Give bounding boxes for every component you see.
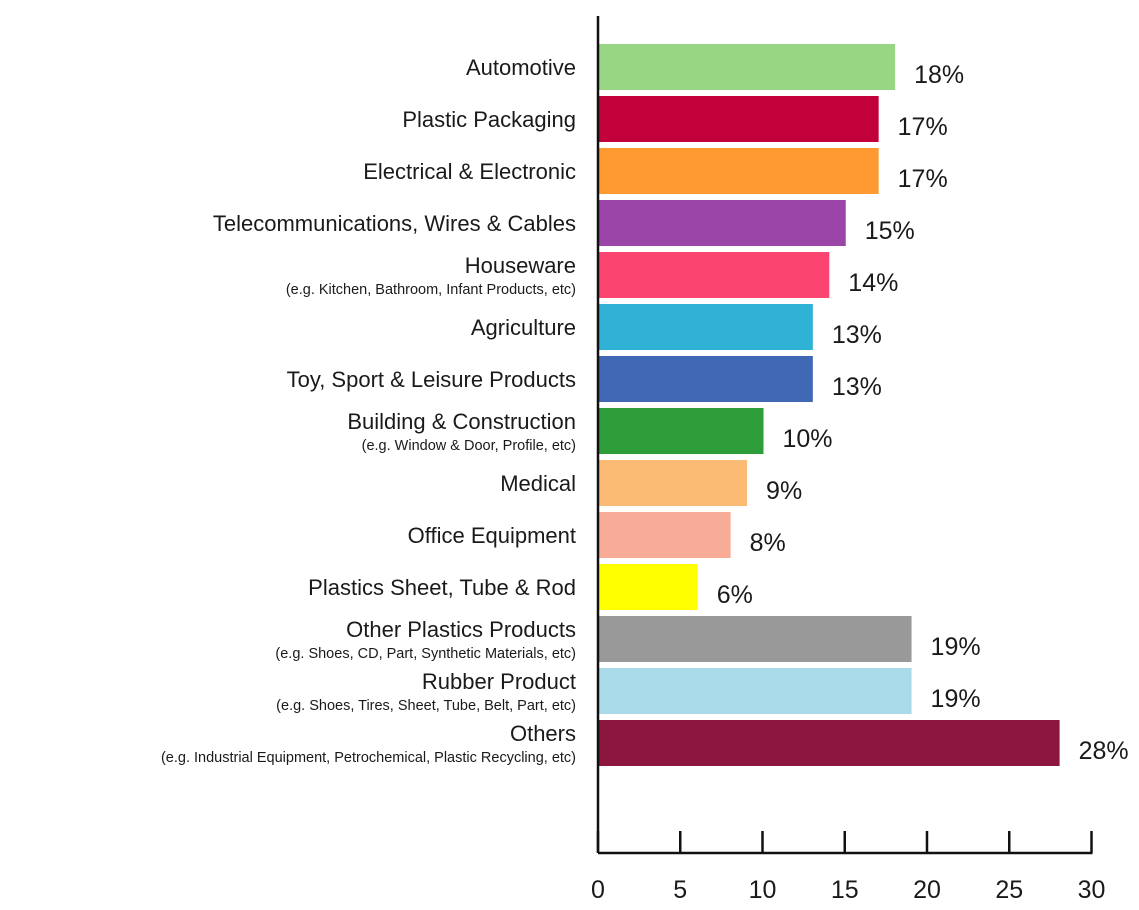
value-label-9: 8%: [750, 529, 786, 557]
value-label-13: 28%: [1079, 737, 1129, 765]
labels-layer: 18% Automotive 17% Plastic Packaging 17% Elec…: [161, 55, 1129, 766]
bar-2: [599, 148, 879, 194]
bar-12: [599, 668, 912, 714]
bar-3: [599, 200, 846, 246]
value-label-11: 19%: [931, 633, 981, 661]
category-sublabel-4: (e.g. Kitchen, Bathroom, Infant Products…: [286, 282, 576, 298]
category-label-7: Building & Construction: [347, 409, 576, 434]
category-label-0: Automotive: [466, 55, 576, 80]
bars-layer: [599, 44, 1060, 766]
x-tick-label-0: 0: [591, 876, 605, 904]
bar-7: [599, 408, 764, 454]
x-tick-label-5: 25: [995, 876, 1023, 904]
category-label-5: Agriculture: [471, 315, 576, 340]
category-label-11: Other Plastics Products: [346, 617, 576, 642]
category-sublabel-12: (e.g. Shoes, Tires, Sheet, Tube, Belt, P…: [276, 698, 576, 714]
bar-13: [599, 720, 1060, 766]
bar-8: [599, 460, 748, 506]
bar-0: [599, 44, 896, 90]
x-tick-label-6: 30: [1078, 876, 1106, 904]
axis-layer: 0 5 10 15 20 25 30: [591, 16, 1105, 904]
category-label-6: Toy, Sport & Leisure Products: [287, 367, 576, 392]
category-label-2: Electrical & Electronic: [363, 159, 576, 184]
bar-6: [599, 356, 813, 402]
value-label-7: 10%: [783, 425, 833, 453]
x-tick-label-1: 5: [673, 876, 687, 904]
x-tick-label-3: 15: [831, 876, 859, 904]
category-label-8: Medical: [500, 471, 576, 496]
bar-11: [599, 616, 912, 662]
value-label-8: 9%: [766, 477, 802, 505]
value-label-4: 14%: [848, 269, 898, 297]
category-sublabel-11: (e.g. Shoes, CD, Part, Synthetic Materia…: [275, 646, 576, 662]
category-sublabel-7: (e.g. Window & Door, Profile, etc): [362, 438, 576, 454]
category-sublabel-13: (e.g. Industrial Equipment, Petrochemica…: [161, 750, 576, 766]
bar-1: [599, 96, 879, 142]
value-label-2: 17%: [898, 165, 948, 193]
value-label-5: 13%: [832, 321, 882, 349]
bar-10: [599, 564, 698, 610]
category-label-4: Houseware: [465, 253, 576, 278]
bar-5: [599, 304, 813, 350]
value-label-1: 17%: [898, 113, 948, 141]
x-tick-label-4: 20: [913, 876, 941, 904]
category-label-12: Rubber Product: [422, 669, 576, 694]
category-label-1: Plastic Packaging: [402, 107, 576, 132]
category-label-3: Telecommunications, Wires & Cables: [213, 211, 576, 236]
value-label-0: 18%: [914, 61, 964, 89]
bar-9: [599, 512, 731, 558]
value-label-6: 13%: [832, 373, 882, 401]
value-label-12: 19%: [931, 685, 981, 713]
x-tick-label-2: 10: [749, 876, 777, 904]
category-label-10: Plastics Sheet, Tube & Rod: [308, 575, 576, 600]
value-label-3: 15%: [865, 217, 915, 245]
category-label-9: Office Equipment: [408, 523, 576, 548]
category-label-13: Others: [510, 721, 576, 746]
value-label-10: 6%: [717, 581, 753, 609]
bar-4: [599, 252, 830, 298]
